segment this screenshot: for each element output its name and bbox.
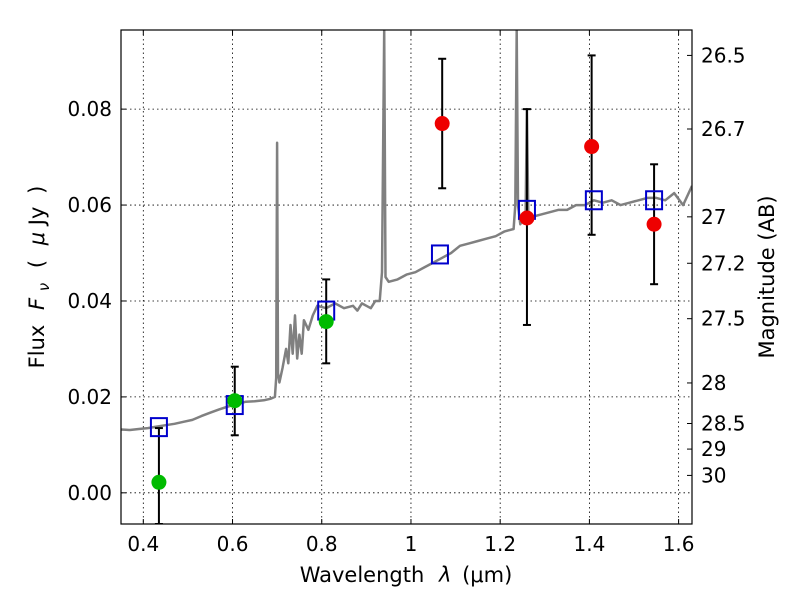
model-photometry-square <box>430 244 449 265</box>
right-tick-label: 28.5 <box>701 412 746 436</box>
model-photometry-square <box>149 417 168 438</box>
observed-flux-point <box>318 314 334 330</box>
y-tick-label: 0.02 <box>67 385 112 409</box>
x-axis-label-prefix: Wavelength <box>300 563 425 587</box>
y-axis-label-unit: Jy <box>25 207 49 228</box>
y-tick-label: 0.06 <box>67 193 112 217</box>
x-tick-label: 1 <box>405 532 418 556</box>
x-tick-label: 0.8 <box>306 532 338 556</box>
right-tick-label: 27.2 <box>701 251 746 275</box>
observed-flux-point <box>519 210 535 226</box>
observed-flux-point <box>227 393 243 409</box>
right-tick-label: 26.5 <box>701 43 746 67</box>
right-tick-label: 27 <box>701 205 726 229</box>
model-photometry-square <box>645 190 664 211</box>
right-tick-label: 26.7 <box>701 117 746 141</box>
y-axis-label: Flux F ν ( μ Jy ) <box>25 186 54 369</box>
right-tick-label: 29 <box>701 437 726 461</box>
y-axis-label-close-paren: ) <box>25 186 49 194</box>
grid-lines <box>121 30 692 524</box>
x-axis-label: Wavelength λ (μm) <box>300 563 513 587</box>
model-photometry-square <box>584 190 603 211</box>
right-tick-label: 27.5 <box>701 307 746 331</box>
x-axis-label-unit: (μm) <box>462 563 512 587</box>
y-axis-label-mu: μ <box>25 232 49 246</box>
x-tick-label: 1.4 <box>573 532 605 556</box>
y-axis-label-symbol: F <box>25 297 49 310</box>
right-axis-label: Magnitude (AB) <box>755 195 779 358</box>
y-axis-label-prefix: Flux <box>25 325 49 369</box>
y-tick-label: 0.00 <box>67 481 112 505</box>
plot-frame <box>120 29 693 525</box>
spectrum-line <box>121 30 692 432</box>
x-tick-label: 0.6 <box>217 532 249 556</box>
observed-flux-point <box>584 139 600 155</box>
x-axis-label-symbol: λ <box>438 563 451 587</box>
y-tick-label: 0.08 <box>67 97 112 121</box>
axis-ticks: 0.4 0.6 0.8 1 1.2 1.4 1.6 0.00 0.02 0.04 0.06 0.08 2… <box>67 30 746 556</box>
x-tick-label: 0.4 <box>127 532 159 556</box>
observed-flux-point <box>434 116 450 132</box>
y-tick-label: 0.04 <box>67 289 112 313</box>
observed-flux-point <box>151 474 167 490</box>
right-tick-label: 28 <box>701 371 726 395</box>
x-tick-label: 1.6 <box>663 532 695 556</box>
y-axis-label-open-paren: ( <box>25 260 49 268</box>
right-tick-label: 30 <box>701 463 726 487</box>
x-tick-label: 1.2 <box>484 532 516 556</box>
y-axis-label-subscript: ν <box>35 283 53 291</box>
plot-area <box>121 30 692 524</box>
observed-flux-point <box>646 216 662 232</box>
